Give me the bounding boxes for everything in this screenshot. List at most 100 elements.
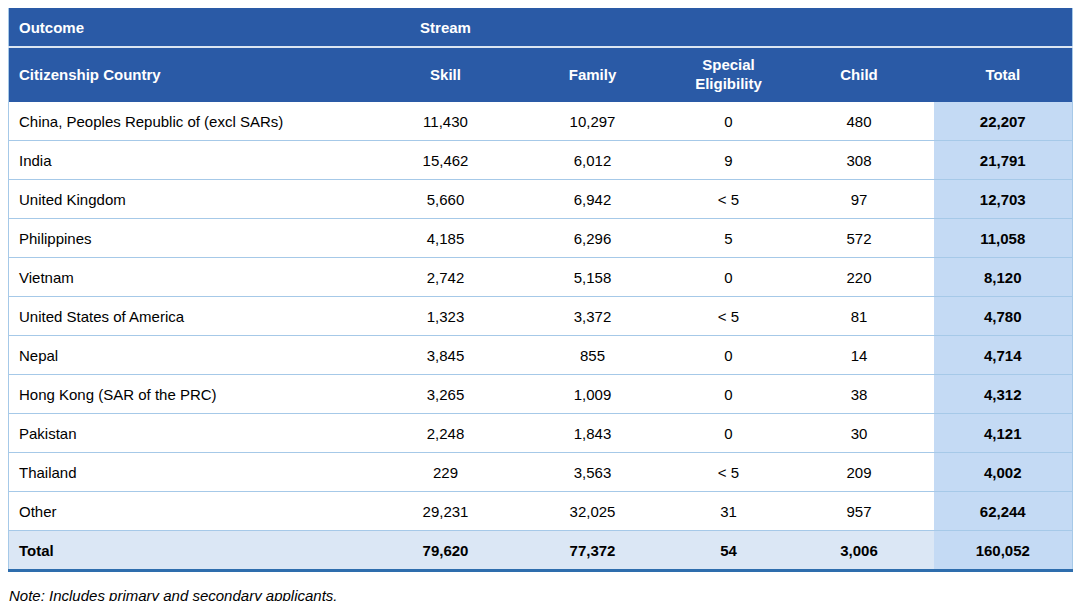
skill-cell: 229: [379, 453, 513, 492]
stream-header-cell: Stream: [379, 8, 513, 47]
table-row: Vietnam 2,742 5,158 0 220 8,120: [9, 258, 1073, 297]
table-row: United States of America 1,323 3,372 < 5…: [9, 297, 1073, 336]
skill-cell: 5,660: [379, 180, 513, 219]
table-row: India 15,462 6,012 9 308 21,791: [9, 141, 1073, 180]
total-column-header: Total: [934, 47, 1073, 102]
total-cell: 11,058: [934, 219, 1073, 258]
country-cell: United Kingdom: [9, 180, 379, 219]
total-special-eligibility-cell: 54: [673, 531, 785, 571]
skill-cell: 2,742: [379, 258, 513, 297]
child-cell: 220: [785, 258, 934, 297]
country-cell: United States of America: [9, 297, 379, 336]
total-child-cell: 3,006: [785, 531, 934, 571]
total-family-cell: 77,372: [513, 531, 673, 571]
special-eligibility-cell: 9: [673, 141, 785, 180]
child-cell: 14: [785, 336, 934, 375]
family-cell: 6,296: [513, 219, 673, 258]
header-row-columns: Citizenship Country Skill Family Special…: [9, 47, 1073, 102]
total-cell: 22,207: [934, 102, 1073, 141]
skill-cell: 11,430: [379, 102, 513, 141]
table-row: Pakistan 2,248 1,843 0 30 4,121: [9, 414, 1073, 453]
header-row-outcome-stream: Outcome Stream: [9, 8, 1073, 47]
skill-cell: 29,231: [379, 492, 513, 531]
table-row: Nepal 3,845 855 0 14 4,714: [9, 336, 1073, 375]
family-cell: 5,158: [513, 258, 673, 297]
special-eligibility-cell: 0: [673, 336, 785, 375]
special-eligibility-cell: 5: [673, 219, 785, 258]
total-cell: 4,002: [934, 453, 1073, 492]
total-skill-cell: 79,620: [379, 531, 513, 571]
table-row: United Kingdom 5,660 6,942 < 5 97 12,703: [9, 180, 1073, 219]
table-row: Philippines 4,185 6,296 5 572 11,058: [9, 219, 1073, 258]
total-cell: 4,780: [934, 297, 1073, 336]
table-note: Note: Includes primary and secondary app…: [9, 587, 1072, 601]
skill-column-header: Skill: [379, 47, 513, 102]
table-row: Other 29,231 32,025 31 957 62,244: [9, 492, 1073, 531]
special-eligibility-cell: < 5: [673, 180, 785, 219]
child-cell: 97: [785, 180, 934, 219]
country-cell: Thailand: [9, 453, 379, 492]
country-cell: Philippines: [9, 219, 379, 258]
total-cell: 21,791: [934, 141, 1073, 180]
special-eligibility-cell: 0: [673, 414, 785, 453]
outcome-header-cell: Outcome: [9, 8, 379, 47]
family-cell: 10,297: [513, 102, 673, 141]
table-row: Thailand 229 3,563 < 5 209 4,002: [9, 453, 1073, 492]
table-row: Hong Kong (SAR of the PRC) 3,265 1,009 0…: [9, 375, 1073, 414]
child-cell: 30: [785, 414, 934, 453]
total-cell: 12,703: [934, 180, 1073, 219]
country-cell: Other: [9, 492, 379, 531]
child-cell: 209: [785, 453, 934, 492]
special-eligibility-cell: 0: [673, 102, 785, 141]
child-cell: 572: [785, 219, 934, 258]
table-header: Outcome Stream Citizenship Country Skill…: [9, 8, 1073, 102]
grand-total-cell: 160,052: [934, 531, 1073, 571]
total-row: Total 79,620 77,372 54 3,006 160,052: [9, 531, 1073, 571]
family-cell: 855: [513, 336, 673, 375]
country-column-header: Citizenship Country: [9, 47, 379, 102]
skill-cell: 15,462: [379, 141, 513, 180]
family-cell: 3,372: [513, 297, 673, 336]
table-row: China, Peoples Republic of (excl SARs) 1…: [9, 102, 1073, 141]
special-eligibility-cell: < 5: [673, 453, 785, 492]
special-eligibility-column-header: Special Eligibility: [673, 47, 785, 102]
skill-cell: 1,323: [379, 297, 513, 336]
skill-cell: 3,265: [379, 375, 513, 414]
child-cell: 480: [785, 102, 934, 141]
total-cell: 8,120: [934, 258, 1073, 297]
family-cell: 1,009: [513, 375, 673, 414]
country-cell: Hong Kong (SAR of the PRC): [9, 375, 379, 414]
special-eligibility-cell: 31: [673, 492, 785, 531]
child-cell: 38: [785, 375, 934, 414]
total-row-label: Total: [9, 531, 379, 571]
family-cell: 6,012: [513, 141, 673, 180]
child-cell: 957: [785, 492, 934, 531]
family-cell: 6,942: [513, 180, 673, 219]
skill-cell: 3,845: [379, 336, 513, 375]
table-body: China, Peoples Republic of (excl SARs) 1…: [9, 102, 1073, 571]
country-cell: Pakistan: [9, 414, 379, 453]
total-cell: 4,121: [934, 414, 1073, 453]
report-table-container: Outcome Stream Citizenship Country Skill…: [0, 0, 1080, 601]
header-spacer-cell: [513, 8, 1073, 47]
child-cell: 308: [785, 141, 934, 180]
family-column-header: Family: [513, 47, 673, 102]
family-cell: 1,843: [513, 414, 673, 453]
special-eligibility-cell: 0: [673, 375, 785, 414]
skill-cell: 4,185: [379, 219, 513, 258]
special-eligibility-cell: < 5: [673, 297, 785, 336]
child-cell: 81: [785, 297, 934, 336]
country-cell: China, Peoples Republic of (excl SARs): [9, 102, 379, 141]
family-cell: 32,025: [513, 492, 673, 531]
total-cell: 62,244: [934, 492, 1073, 531]
special-eligibility-cell: 0: [673, 258, 785, 297]
skill-cell: 2,248: [379, 414, 513, 453]
total-cell: 4,312: [934, 375, 1073, 414]
family-cell: 3,563: [513, 453, 673, 492]
total-cell: 4,714: [934, 336, 1073, 375]
country-cell: India: [9, 141, 379, 180]
country-cell: Vietnam: [9, 258, 379, 297]
country-cell: Nepal: [9, 336, 379, 375]
migration-outcome-by-stream-table: Outcome Stream Citizenship Country Skill…: [8, 8, 1073, 572]
child-column-header: Child: [785, 47, 934, 102]
